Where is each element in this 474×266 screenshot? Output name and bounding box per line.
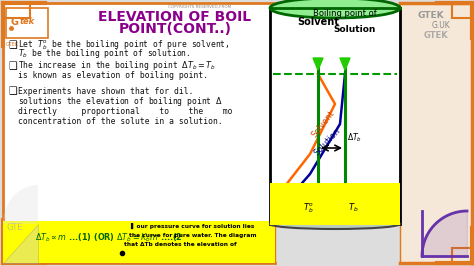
Text: directly     proportional    to    the    mo: directly proportional to the mo [18, 106, 233, 115]
Text: ❑: ❑ [8, 40, 17, 50]
Text: GTEK: GTEK [418, 11, 444, 20]
Text: is known as elevation of boiling point.: is known as elevation of boiling point. [18, 72, 208, 81]
Text: $T_b$: $T_b$ [348, 202, 358, 214]
Bar [3, 221, 275, 263]
Bar [270, 8, 400, 224]
Text: $T_b$ be the boiling point of solution.: $T_b$ be the boiling point of solution. [18, 48, 191, 60]
Text: G.UK: G.UK [432, 22, 450, 31]
Bar [270, 183, 400, 225]
Text: GTEK: GTEK [6, 42, 19, 47]
Text: Boiling point of: Boiling point of [313, 9, 377, 18]
Polygon shape [313, 58, 323, 70]
Bar [3, 3, 275, 263]
Text: $\Delta T_b \propto m$ ...(1) (OR) $\Delta T_b= K_b m$ ....(2: $\Delta T_b \propto m$ ...(1) (OR) $\Del… [35, 232, 182, 244]
Text: ELEVATION OF BOIL: ELEVATION OF BOIL [99, 10, 252, 24]
Text: Solution: Solution [312, 126, 342, 157]
Text: ▌ our pressure curve for solution lies: ▌ our pressure curve for solution lies [130, 223, 255, 229]
Polygon shape [340, 58, 350, 70]
Text: Let $T_b^o$ be the boiling point of pure solvent,: Let $T_b^o$ be the boiling point of pure… [18, 38, 230, 52]
FancyBboxPatch shape [6, 8, 48, 38]
Text: ❑: ❑ [8, 86, 17, 96]
Text: Temperature/K: Temperature/K [297, 200, 373, 209]
Text: G: G [11, 17, 19, 27]
Text: POINT(CONT..): POINT(CONT..) [118, 22, 231, 36]
Text: concentration of the solute in a solution.: concentration of the solute in a solutio… [18, 117, 223, 126]
Text: Experiments have shown that for dil.: Experiments have shown that for dil. [18, 86, 193, 95]
Text: GTE: GTE [7, 223, 24, 232]
Ellipse shape [270, 0, 400, 18]
Text: Solvent: Solvent [310, 109, 337, 139]
Text: Solution: Solution [334, 24, 376, 34]
Text: tek: tek [19, 18, 35, 27]
Ellipse shape [270, 219, 400, 229]
Text: GTEK: GTEK [424, 31, 448, 40]
Bar [400, 3, 472, 263]
Text: $\Delta T_b$: $\Delta T_b$ [347, 131, 362, 144]
Text: that ΔTb denotes the elevation of: that ΔTb denotes the elevation of [120, 242, 237, 247]
Polygon shape [3, 224, 38, 263]
Text: The increase in the boiling point $\Delta T_b = T_b$: The increase in the boiling point $\Delt… [18, 60, 216, 73]
Text: Solvent: Solvent [297, 17, 339, 27]
Text: $T_b^o$: $T_b^o$ [303, 201, 314, 215]
Text: the curve for pure water. The diagram: the curve for pure water. The diagram [125, 232, 256, 238]
Text: ❑: ❑ [8, 61, 17, 71]
Text: COPYRIGHTS RESERVED-FROM: COPYRIGHTS RESERVED-FROM [168, 5, 232, 9]
Text: solutions the elevation of boiling point $\Delta$: solutions the elevation of boiling point… [18, 94, 223, 107]
